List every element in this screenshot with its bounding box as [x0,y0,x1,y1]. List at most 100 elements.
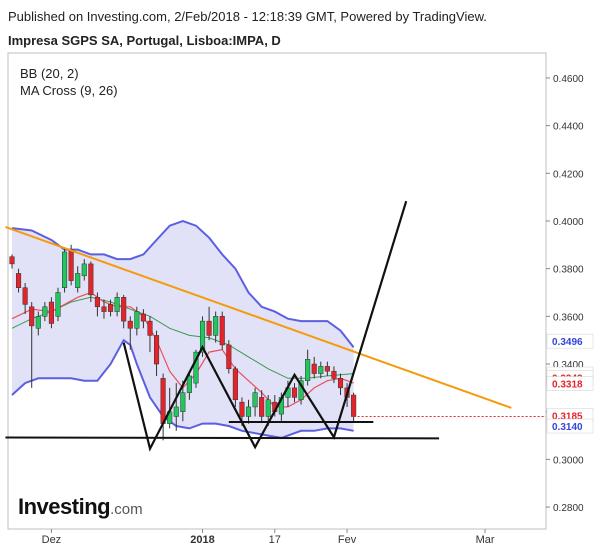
candle [62,247,68,293]
x-tick-label: 2018 [190,534,214,546]
candle [55,287,61,322]
w-pattern [122,200,408,452]
candle-body [337,378,344,389]
candle [291,383,298,403]
candle-body [318,366,324,374]
bb-upper-line [11,219,355,348]
bollinger-band [11,219,355,439]
badge-value: 0.3140 [552,422,583,433]
candle-body [199,320,206,353]
price-axis: 0.4600 0.4400 0.4200 0.4000 0.3800 0.3600 0.34… [546,74,584,514]
candle [94,292,100,317]
candle-body [94,297,100,308]
candlesticks [9,244,357,441]
published-note: Published on Investing.com, 2/Feb/2018 -… [8,9,487,24]
candle-body [62,251,68,288]
y-tick-label: 0.3400 [553,360,584,371]
ma-slow-line [11,296,354,379]
candle-body [173,406,179,417]
candle [147,316,153,353]
candle [42,302,48,322]
candle [29,302,35,388]
candle-body [153,335,160,365]
candle [259,390,265,422]
candle-body [259,397,265,417]
candle [193,349,199,388]
candle [75,266,81,293]
candle [245,399,252,424]
candle-body [160,378,166,424]
trendline [5,225,512,409]
candle [311,356,317,379]
candle [81,259,87,281]
candle-body [186,375,192,393]
candle [9,254,15,269]
candle [121,294,127,329]
y-tick-label: 0.4000 [553,217,584,228]
y-tick-label: 0.3000 [553,455,584,466]
candle-body [351,394,357,417]
candle-body [232,368,238,401]
candle [186,373,192,400]
candle-body [121,297,127,322]
candle [114,292,120,317]
candle [101,299,107,319]
candle [134,306,140,336]
candle-body [311,363,317,374]
candle-body [219,316,225,346]
candle-body [101,306,107,312]
candle-body [140,313,146,322]
y-tick-label: 0.3600 [553,312,584,323]
logo-wordmark: Investing [18,494,111,519]
candle [206,306,212,341]
indicator-ma-label: MA Cross (9, 26) [20,83,118,98]
candle-body [127,320,133,329]
candle-body [265,399,271,417]
candle [173,383,179,431]
candle-body [134,311,140,329]
badge-box [546,333,594,349]
x-tick-label: Mar [476,534,495,546]
badge-value: 0.3185 [552,411,583,422]
candle-body [324,366,330,372]
price-badge: 0.3318 [546,376,594,391]
candle [324,361,330,376]
candle-body [213,316,219,336]
candle [331,366,337,384]
badge-box [546,376,594,391]
candle-body [226,344,232,370]
candle-body [42,306,48,317]
candle [219,311,225,350]
candle-body [68,249,74,281]
candle [127,316,133,350]
price-badge: 0.3496 [546,333,594,349]
candle-body [252,392,258,408]
y-tick-label: 0.4200 [553,169,584,180]
candle-body [305,359,311,381]
candle [140,309,146,329]
investing-logo[interactable]: Investing.com [18,494,143,520]
candle [305,349,311,386]
candle-body [16,273,22,288]
candle-body [147,320,153,336]
y-tick-label: 0.2800 [553,503,584,514]
candle [318,361,324,379]
candle [48,297,54,329]
candle-body [239,401,245,417]
candle [226,340,232,374]
candle [22,282,28,314]
candle-body [48,301,54,324]
candle-body [114,297,120,312]
candle [35,311,41,336]
x-tick-label: Dez [42,534,62,546]
candle [199,316,206,357]
candle-body [88,263,94,296]
candle-body [75,273,81,288]
logo-suffix: .com [110,501,143,518]
candle [213,311,219,343]
candle-body [291,387,298,398]
y-tick-label: 0.4400 [553,122,584,133]
candle [16,268,22,293]
